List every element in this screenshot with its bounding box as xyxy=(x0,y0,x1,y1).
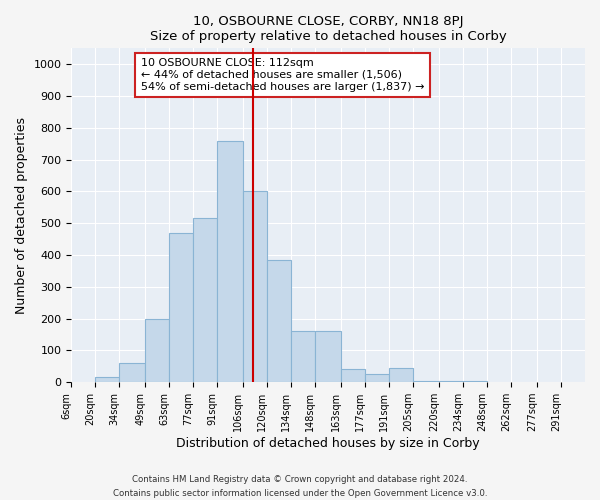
Bar xyxy=(365,374,389,382)
Bar xyxy=(145,318,169,382)
Title: 10, OSBOURNE CLOSE, CORBY, NN18 8PJ
Size of property relative to detached houses: 10, OSBOURNE CLOSE, CORBY, NN18 8PJ Size… xyxy=(150,15,506,43)
Bar xyxy=(169,233,193,382)
Text: Contains HM Land Registry data © Crown copyright and database right 2024.
Contai: Contains HM Land Registry data © Crown c… xyxy=(113,476,487,498)
Y-axis label: Number of detached properties: Number of detached properties xyxy=(15,117,28,314)
Bar xyxy=(341,369,365,382)
Bar xyxy=(95,378,119,382)
Bar xyxy=(267,260,291,382)
Bar xyxy=(315,332,341,382)
Bar xyxy=(119,363,145,382)
Bar xyxy=(217,140,243,382)
Bar xyxy=(193,218,217,382)
Bar xyxy=(291,332,315,382)
Bar xyxy=(463,380,487,382)
X-axis label: Distribution of detached houses by size in Corby: Distribution of detached houses by size … xyxy=(176,437,480,450)
Bar xyxy=(439,380,463,382)
Bar xyxy=(389,368,413,382)
Bar xyxy=(243,192,267,382)
Bar xyxy=(413,380,439,382)
Text: 10 OSBOURNE CLOSE: 112sqm
← 44% of detached houses are smaller (1,506)
54% of se: 10 OSBOURNE CLOSE: 112sqm ← 44% of detac… xyxy=(140,58,424,92)
